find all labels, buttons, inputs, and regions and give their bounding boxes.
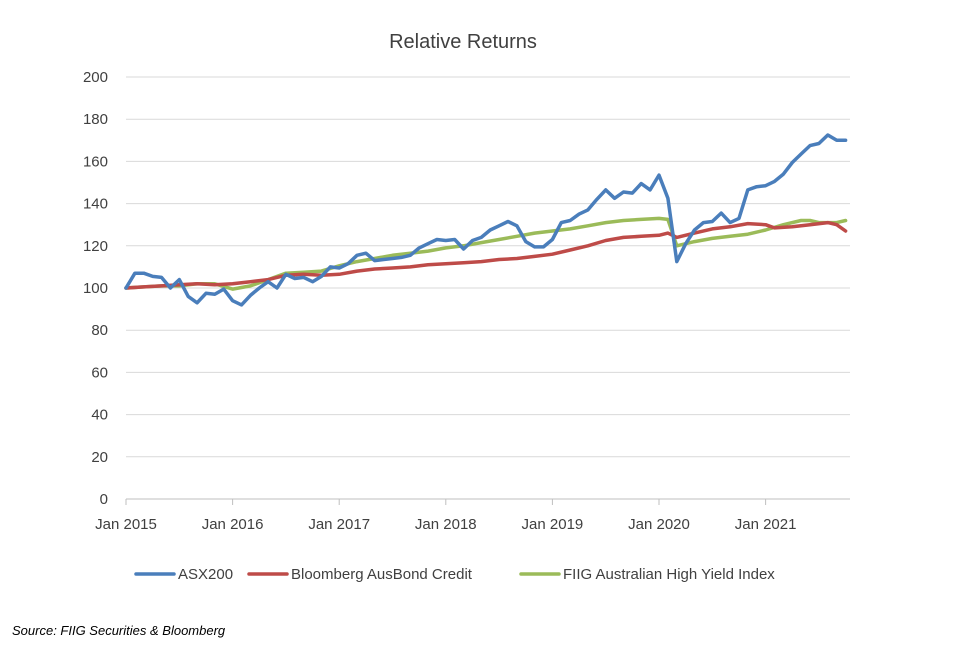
y-tick-label: 80 xyxy=(91,322,108,339)
series-line-bloomberg-ausbond-credit xyxy=(124,220,848,290)
x-tick-label: Jan 2016 xyxy=(202,516,264,533)
gridlines xyxy=(126,76,850,458)
y-tick-label: 100 xyxy=(83,280,108,297)
series-line-asx200 xyxy=(124,133,848,307)
legend-label: FIIG Australian High Yield Index xyxy=(563,566,775,583)
y-tick-label: 20 xyxy=(91,449,108,466)
x-axis-tick-labels: Jan 2015 Jan 2016 Jan 2017 Jan 2018 Jan 2019… xyxy=(95,516,796,533)
x-tick-label: Jan 2018 xyxy=(415,516,477,533)
y-tick-label: 40 xyxy=(91,407,108,424)
y-tick-label: 140 xyxy=(83,196,108,213)
legend-label: Bloomberg AusBond Credit xyxy=(291,566,473,583)
y-axis-tick-labels: 0 20 40 60 80 100 120 140 160 180 200 xyxy=(83,69,108,508)
x-tick-label: Jan 2021 xyxy=(735,516,797,533)
y-tick-label: 120 xyxy=(83,238,108,255)
chart-title: Relative Returns xyxy=(389,31,537,53)
y-tick-label: 60 xyxy=(91,364,108,381)
y-tick-label: 200 xyxy=(83,69,108,86)
series-line-fiig-australian-high-yield-index xyxy=(124,216,848,291)
x-tick-label: Jan 2017 xyxy=(308,516,370,533)
x-axis xyxy=(125,498,850,505)
y-tick-label: 0 xyxy=(100,491,108,508)
x-tick-label: Jan 2015 xyxy=(95,516,157,533)
y-tick-label: 180 xyxy=(83,111,108,128)
source-note: Source: FIIG Securities & Bloomberg xyxy=(12,623,226,638)
x-tick-label: Jan 2019 xyxy=(522,516,584,533)
series-lines xyxy=(124,133,848,307)
y-tick-label: 160 xyxy=(83,153,108,170)
legend: ASX200 Bloomberg AusBond Credit FIIG Austr… xyxy=(134,566,775,583)
x-tick-label: Jan 2020 xyxy=(628,516,690,533)
legend-label: ASX200 xyxy=(178,566,233,583)
